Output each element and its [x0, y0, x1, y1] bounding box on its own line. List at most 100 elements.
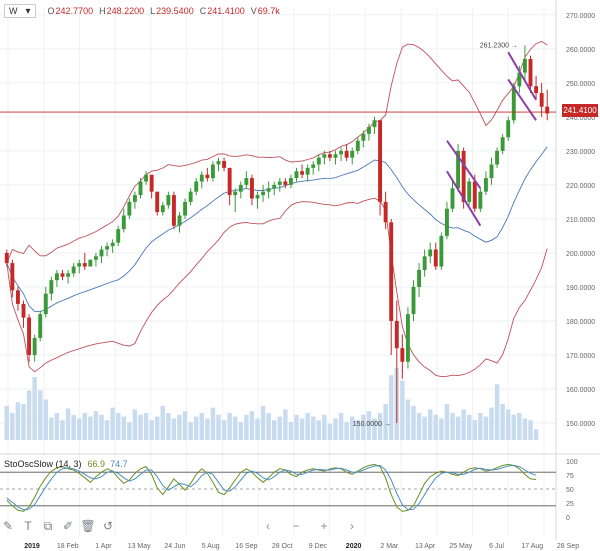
volume-bar	[505, 409, 511, 440]
x-tick-label: 28 Oct	[272, 543, 293, 550]
x-axis-labels: 2019 18 Feb 1 Apr 13 May 24 Jun 5 Aug 16 Sep 28…	[24, 543, 579, 550]
oscillator-d-value: 74.7	[110, 459, 128, 469]
volume-bar	[372, 418, 377, 440]
candle-body	[545, 106, 550, 114]
volume-bar	[489, 407, 494, 440]
candle-body	[188, 191, 193, 202]
edit-box-icon[interactable]: ✐	[62, 519, 74, 533]
trash-icon[interactable]: 🗑	[80, 519, 96, 533]
candle-body	[149, 174, 154, 192]
candle-body	[361, 133, 366, 141]
candle-body	[272, 184, 277, 189]
annotations: 261.2300 → 150.0000 →	[353, 43, 518, 428]
candle-body	[32, 337, 37, 355]
oscillator-panel: 100 75 50 25 0	[0, 459, 578, 522]
volume-bar	[422, 416, 427, 440]
candle-body	[294, 171, 299, 179]
volume-bar	[383, 404, 388, 440]
candle-body	[71, 266, 76, 274]
volume-bar	[4, 405, 10, 440]
high-label: H	[99, 6, 106, 16]
y-tick-label: 200.0000	[566, 251, 595, 258]
oscillator-tick-label: 100	[566, 459, 578, 466]
volume-bar	[266, 413, 271, 440]
oscillator-k-value: 66.9	[87, 459, 106, 469]
volume-bar	[455, 416, 461, 440]
volume-bar	[121, 416, 127, 440]
volume-bar	[115, 413, 121, 440]
volume-bar	[244, 414, 249, 440]
candle-body	[10, 263, 15, 291]
stoch-d-line	[6, 464, 537, 511]
candle-body	[266, 188, 271, 192]
volume-bar	[322, 414, 327, 440]
candle-body	[138, 181, 143, 196]
highlighter-icon[interactable]: ⧉	[43, 518, 53, 533]
close-label: C	[199, 6, 207, 16]
volume-bar	[450, 413, 455, 440]
oscillator-tick-label: 75	[566, 473, 574, 480]
x-tick-label: 25 May	[449, 543, 472, 550]
candle-body	[261, 191, 266, 196]
volume-bar	[294, 414, 299, 440]
scroll-left-icon[interactable]: ‹	[266, 519, 270, 533]
volume-bar	[143, 413, 149, 440]
x-tick-label: 1 Apr	[95, 543, 112, 550]
candle-body	[383, 201, 388, 223]
x-tick-label: 17 Aug	[521, 543, 543, 550]
candle-body	[428, 249, 433, 257]
flag-channel-line	[446, 140, 482, 189]
candle-body	[244, 178, 249, 185]
interval-select[interactable]: W ▾	[4, 4, 36, 18]
volume-bar	[405, 399, 411, 440]
candle-body	[461, 150, 466, 202]
volume-bar	[199, 413, 205, 440]
candle-body	[389, 222, 394, 321]
flag-channel-line	[507, 51, 537, 101]
x-tick-label: 9 Dec	[309, 543, 328, 550]
volume-bar	[310, 416, 316, 440]
candle-body	[249, 178, 254, 199]
candle-body	[82, 263, 87, 267]
candle-body	[366, 127, 371, 134]
candle-body	[49, 280, 54, 294]
undo-icon[interactable]: ↺	[102, 519, 114, 533]
zoom-in-icon[interactable]: +	[320, 519, 328, 533]
volume-bar	[517, 413, 522, 440]
volume-bar	[522, 418, 528, 440]
volume-bar	[472, 420, 478, 440]
candle-body	[88, 259, 93, 267]
volume-bar	[232, 416, 238, 440]
text-tool-icon[interactable]: T	[24, 519, 32, 533]
candle-body	[77, 263, 82, 267]
candle-body	[288, 178, 293, 185]
volume-bar	[26, 390, 32, 440]
candle-body	[350, 150, 355, 158]
volume-bar	[238, 422, 244, 440]
candle-body	[155, 191, 160, 213]
volume-bar	[255, 418, 260, 440]
x-tick-label: 18 Feb	[57, 543, 79, 550]
candle-body	[171, 195, 176, 226]
pencil-icon[interactable]: ✎	[2, 519, 14, 533]
candle-body	[495, 150, 500, 165]
candle-body	[110, 242, 115, 247]
oscillator-tick-label: 25	[566, 501, 574, 508]
open-label: O	[47, 6, 55, 16]
volume-bar	[110, 407, 115, 440]
candle-body	[177, 215, 182, 226]
candle-body	[132, 195, 137, 202]
volume-bar	[160, 405, 166, 440]
volume-bar	[355, 420, 361, 440]
zoom-out-icon[interactable]: −	[292, 519, 300, 533]
candle-body	[205, 174, 210, 179]
zoom-controls: ‹ − + ›	[258, 518, 362, 534]
scroll-right-icon[interactable]: ›	[350, 519, 354, 533]
volume-bar	[93, 411, 99, 440]
y-axis-labels: 270.0000 260.0000 250.0000 240.0000 230.0000…	[566, 13, 595, 428]
volume-bar	[299, 418, 305, 440]
candle-body	[517, 72, 522, 87]
x-tick-label: 6 Jul	[489, 543, 504, 550]
volume-bar	[338, 413, 344, 440]
